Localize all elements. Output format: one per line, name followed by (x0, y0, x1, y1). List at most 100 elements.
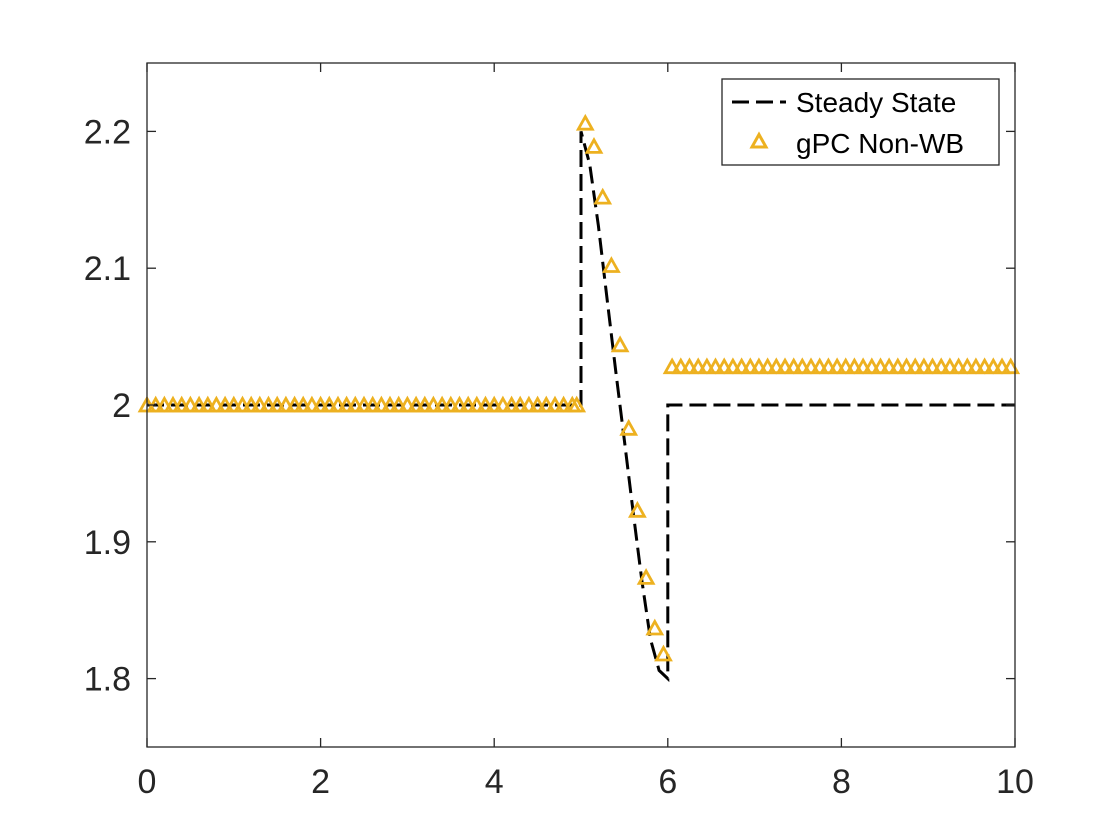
marker-gpc-non-wb (172, 395, 192, 413)
marker-gpc-non-wb (250, 395, 270, 413)
marker-gpc-non-wb (345, 395, 365, 413)
marker-gpc-non-wb (688, 357, 708, 375)
series-gpc-non-wb (137, 113, 1021, 662)
marker-gpc-non-wb (654, 644, 673, 662)
marker-gpc-non-wb (836, 357, 856, 375)
marker-gpc-non-wb (897, 357, 916, 375)
y-tick-label: 2.1 (84, 250, 131, 288)
x-tick-label: 8 (832, 763, 851, 801)
legend-box (721, 78, 1000, 166)
marker-gpc-non-wb (671, 357, 691, 375)
marker-gpc-non-wb (888, 357, 908, 375)
marker-gpc-non-wb (879, 357, 899, 375)
marker-gpc-non-wb (983, 357, 1003, 375)
x-tick-label: 10 (996, 763, 1034, 801)
marker-gpc-non-wb (311, 395, 330, 413)
marker-gpc-non-wb (215, 395, 235, 413)
axes-layer: 0 2 4 6 8 10 1.8 1.9 2 2.1 2.2 (84, 62, 1034, 801)
marker-gpc-non-wb (975, 357, 994, 375)
marker-gpc-non-wb (593, 187, 613, 205)
marker-gpc-non-wb (293, 395, 313, 413)
marker-gpc-non-wb (354, 395, 374, 413)
marker-gpc-non-wb (775, 357, 795, 375)
marker-gpc-non-wb (536, 395, 556, 413)
y-tick-label: 2.2 (84, 113, 131, 151)
marker-gpc-non-wb (189, 395, 209, 413)
x-tick-label: 0 (138, 763, 157, 801)
marker-gpc-non-wb (554, 395, 573, 413)
marker-gpc-non-wb (163, 395, 183, 413)
y-tick-label: 1.9 (84, 524, 131, 562)
marker-gpc-non-wb (931, 357, 951, 375)
marker-gpc-non-wb (940, 357, 960, 375)
marker-gpc-non-wb (484, 395, 504, 413)
series-line-steady-state (147, 131, 1015, 683)
marker-gpc-non-wb (610, 335, 630, 353)
marker-gpc-non-wb (528, 395, 547, 413)
marker-gpc-non-wb (389, 395, 409, 413)
series-layer (137, 113, 1021, 683)
y-tick-label: 2 (112, 387, 131, 425)
marker-gpc-non-wb (905, 357, 925, 375)
marker-gpc-non-wb (619, 418, 639, 436)
marker-gpc-non-wb (424, 395, 443, 413)
marker-gpc-non-wb (766, 357, 786, 375)
marker-gpc-non-wb (363, 395, 383, 413)
marker-gpc-non-wb (467, 395, 487, 413)
marker-gpc-non-wb (259, 395, 278, 413)
marker-gpc-non-wb (380, 395, 400, 413)
marker-gpc-non-wb (432, 395, 452, 413)
marker-gpc-non-wb (398, 395, 417, 413)
x-tick-label: 6 (658, 763, 677, 801)
marker-gpc-non-wb (819, 357, 838, 375)
marker-gpc-non-wb (476, 395, 495, 413)
marker-gpc-non-wb (680, 357, 699, 375)
legend-label-steady-state: Steady State (796, 87, 956, 118)
legend: Steady State gPC Non-WB (721, 78, 1000, 166)
x-tick-label: 4 (485, 763, 504, 801)
marker-gpc-non-wb (1001, 357, 1021, 375)
marker-gpc-non-wb (810, 357, 830, 375)
marker-gpc-non-wb (224, 395, 244, 413)
marker-gpc-non-wb (450, 395, 469, 413)
marker-gpc-non-wb (602, 256, 621, 273)
marker-gpc-non-wb (723, 357, 743, 375)
marker-gpc-non-wb (845, 357, 864, 375)
marker-gpc-non-wb (628, 500, 647, 518)
marker-gpc-non-wb (510, 395, 530, 413)
marker-gpc-non-wb (567, 395, 587, 413)
marker-gpc-non-wb (662, 357, 682, 375)
marker-gpc-non-wb (706, 357, 725, 375)
y-tick-label: 1.8 (84, 661, 131, 699)
marker-gpc-non-wb (276, 395, 296, 413)
marker-gpc-non-wb (949, 357, 968, 375)
marker-gpc-non-wb (749, 357, 769, 375)
marker-gpc-non-wb (923, 357, 942, 375)
marker-gpc-non-wb (406, 395, 426, 413)
marker-gpc-non-wb (181, 395, 200, 413)
marker-gpc-non-wb (207, 395, 226, 413)
marker-gpc-non-wb (645, 618, 665, 636)
marker-gpc-non-wb (519, 395, 539, 413)
marker-gpc-non-wb (493, 395, 513, 413)
marker-gpc-non-wb (575, 113, 595, 131)
x-tick-label: 2 (311, 763, 330, 801)
legend-marker-gpc-non-wb (749, 131, 769, 149)
marker-gpc-non-wb (584, 137, 604, 154)
marker-gpc-non-wb (801, 357, 821, 375)
marker-gpc-non-wb (792, 357, 812, 375)
marker-gpc-non-wb (337, 395, 356, 413)
legend-label-gpc-non-wb: gPC Non-WB (796, 128, 964, 159)
marker-gpc-non-wb (862, 357, 882, 375)
marker-gpc-non-wb (233, 395, 252, 413)
marker-gpc-non-wb (441, 395, 461, 413)
marker-gpc-non-wb (992, 357, 1012, 375)
marker-gpc-non-wb (714, 357, 734, 375)
marker-gpc-non-wb (966, 357, 986, 375)
marker-gpc-non-wb (267, 395, 287, 413)
marker-gpc-non-wb (732, 357, 751, 375)
marker-gpc-non-wb (302, 395, 322, 413)
marker-gpc-non-wb (853, 357, 873, 375)
marker-gpc-non-wb (636, 568, 656, 585)
